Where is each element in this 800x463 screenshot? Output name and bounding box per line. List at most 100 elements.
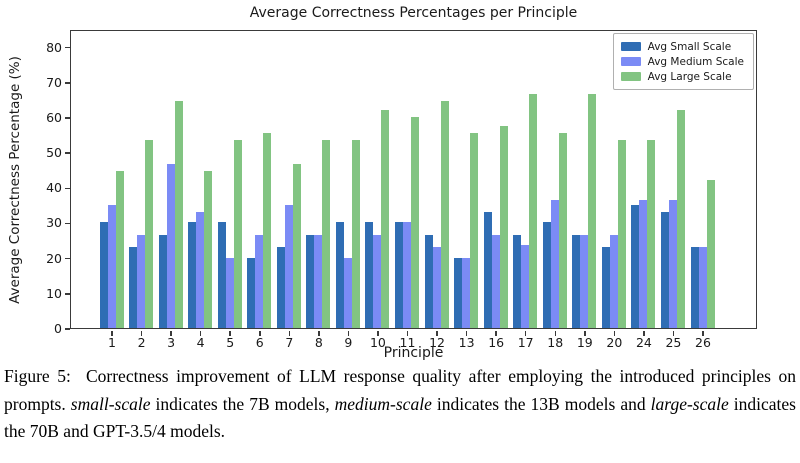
y-tick-label: 30 <box>46 215 62 231</box>
caption-text: indicates the 7B models, <box>150 393 335 414</box>
bar-avg-large-scale <box>174 101 183 328</box>
y-tick-label: 40 <box>46 180 62 196</box>
bar-avg-small-scale <box>365 222 374 328</box>
caption-text: Figure 5: Correctness improvement of LLM… <box>4 366 800 414</box>
caption-italic-text: large-scale <box>650 393 729 414</box>
y-tick-label: 20 <box>46 250 62 266</box>
bar-avg-medium-scale <box>521 245 530 328</box>
x-tick-label: 18 <box>547 335 564 350</box>
bar-avg-large-scale <box>411 116 419 328</box>
y-tick-mark <box>65 187 70 190</box>
bar-avg-small-scale <box>542 222 551 328</box>
x-tick-mark <box>377 330 379 336</box>
bar-avg-small-scale <box>424 234 433 328</box>
legend-swatch <box>620 72 641 81</box>
x-tick-mark <box>643 330 645 336</box>
bar-avg-medium-scale <box>550 199 559 328</box>
bar-avg-small-scale <box>690 247 699 328</box>
x-tick-label: 2 <box>137 335 146 350</box>
x-tick-mark <box>554 330 556 336</box>
x-tick-label: 6 <box>255 335 264 350</box>
bar-avg-small-scale <box>158 234 167 328</box>
y-tick-mark <box>65 46 70 49</box>
caption-italic-text: medium-scale <box>334 393 432 414</box>
bar-avg-medium-scale <box>107 204 116 328</box>
bar-avg-large-scale <box>529 94 538 328</box>
bar-avg-small-scale <box>483 211 492 328</box>
x-tick-label: 17 <box>517 335 534 350</box>
y-tick-mark <box>65 82 70 84</box>
bar-avg-small-scale <box>660 211 669 328</box>
legend-label: Avg Small Scale <box>647 40 732 53</box>
x-tick-mark <box>347 330 350 336</box>
caption-italic-text: small-scale <box>70 393 151 414</box>
x-tick-label: 20 <box>606 335 623 350</box>
bar-avg-small-scale <box>454 257 463 328</box>
bar-avg-small-scale <box>217 222 226 328</box>
bar-avg-large-scale <box>499 125 508 328</box>
x-tick-mark <box>199 330 202 336</box>
bar-avg-medium-scale <box>403 222 411 328</box>
x-tick-label: 11 <box>399 335 416 350</box>
legend-entry: Avg Medium Scale <box>620 54 744 69</box>
bar-avg-small-scale <box>601 247 610 328</box>
bar-avg-medium-scale <box>166 164 175 328</box>
x-tick-mark <box>436 330 438 336</box>
x-tick-label: 10 <box>369 335 386 350</box>
bar-avg-medium-scale <box>609 234 618 328</box>
y-tick-label: 10 <box>46 285 62 301</box>
x-tick-mark <box>495 330 497 336</box>
x-tick-mark <box>406 330 409 336</box>
bar-avg-medium-scale <box>196 211 205 328</box>
x-tick-label: 8 <box>314 335 323 350</box>
y-tick-mark <box>65 328 70 330</box>
bar-avg-small-scale <box>99 222 108 328</box>
bar-avg-small-scale <box>306 234 315 328</box>
bar-avg-large-scale <box>706 180 715 328</box>
y-tick-mark <box>65 222 70 225</box>
bar-avg-large-scale <box>558 132 567 328</box>
x-tick-mark <box>584 330 586 336</box>
bar-avg-large-scale <box>263 132 272 328</box>
bar-avg-small-scale <box>247 257 256 328</box>
bar-avg-small-scale <box>631 204 640 328</box>
x-tick-mark <box>229 330 231 336</box>
x-tick-label: 19 <box>576 335 593 350</box>
y-tick-label: 0 <box>54 321 62 336</box>
bar-avg-medium-scale <box>373 234 382 328</box>
x-tick-label: 13 <box>458 335 475 350</box>
bar-avg-medium-scale <box>580 234 589 328</box>
caption-text: indicates the 13B models and <box>431 393 651 414</box>
bar-avg-medium-scale <box>284 204 293 328</box>
bar-avg-small-scale <box>513 234 522 328</box>
x-tick-mark <box>672 330 675 336</box>
bar-avg-medium-scale <box>668 199 677 328</box>
plot-area: Avg Small Scale Avg Medium Scale Avg Large… <box>70 30 757 329</box>
bar-avg-large-scale <box>676 109 685 328</box>
y-tick-label: 70 <box>46 74 62 90</box>
bar-avg-medium-scale <box>314 234 323 328</box>
bar-avg-large-scale <box>381 109 390 328</box>
bar-avg-small-scale <box>572 234 581 328</box>
bar-avg-large-scale <box>322 139 331 328</box>
caption-text: indicates the 70B and GPT-3.5/4 models. <box>4 393 800 442</box>
x-tick-mark <box>111 330 113 336</box>
bar-avg-large-scale <box>588 94 597 328</box>
x-tick-mark <box>318 330 320 336</box>
chart-legend: Avg Small Scale Avg Medium Scale Avg Large… <box>612 33 754 90</box>
bar-avg-large-scale <box>470 132 479 328</box>
legend-swatch <box>620 57 641 66</box>
legend-swatch <box>620 42 641 51</box>
bar-avg-small-scale <box>395 222 403 328</box>
bar-avg-small-scale <box>335 222 344 328</box>
x-tick-mark <box>140 330 143 336</box>
bar-avg-large-scale <box>204 171 213 328</box>
bar-avg-medium-scale <box>698 247 707 328</box>
y-tick-mark <box>65 117 70 119</box>
x-tick-mark <box>170 330 172 336</box>
x-tick-label: 4 <box>196 335 205 350</box>
bar-avg-large-scale <box>292 164 301 328</box>
x-axis-label: Principle <box>383 345 444 361</box>
bar-chart: Average Correctness Percentages per Prin… <box>7 5 757 361</box>
